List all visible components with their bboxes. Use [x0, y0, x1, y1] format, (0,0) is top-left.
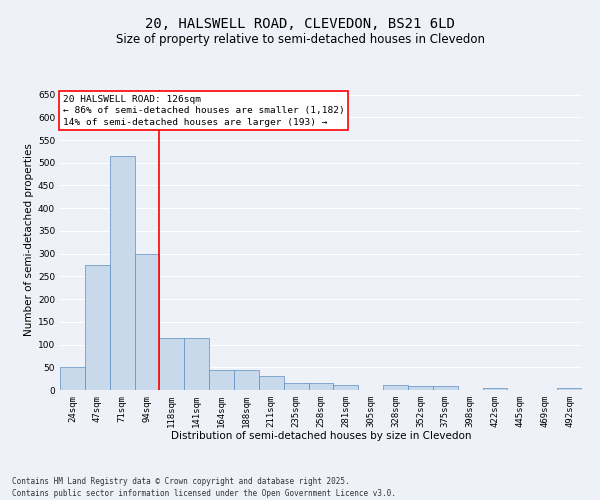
Bar [184, 338, 209, 390]
Y-axis label: Number of semi-detached properties: Number of semi-detached properties [24, 144, 34, 336]
Bar [482, 388, 508, 390]
Text: Size of property relative to semi-detached houses in Clevedon: Size of property relative to semi-detach… [115, 32, 485, 46]
Bar [209, 370, 234, 390]
Bar [234, 370, 259, 390]
Text: 20 HALSWELL ROAD: 126sqm
← 86% of semi-detached houses are smaller (1,182)
14% o: 20 HALSWELL ROAD: 126sqm ← 86% of semi-d… [62, 94, 344, 127]
Bar [160, 338, 184, 390]
Bar [60, 368, 85, 390]
Bar [134, 254, 160, 390]
Bar [334, 384, 358, 390]
Bar [383, 386, 408, 390]
Text: Contains HM Land Registry data © Crown copyright and database right 2025.
Contai: Contains HM Land Registry data © Crown c… [12, 476, 396, 498]
Bar [408, 386, 433, 390]
Bar [259, 376, 284, 390]
Bar [557, 388, 582, 390]
Text: 20, HALSWELL ROAD, CLEVEDON, BS21 6LD: 20, HALSWELL ROAD, CLEVEDON, BS21 6LD [145, 18, 455, 32]
Bar [284, 383, 308, 390]
Bar [308, 383, 334, 390]
Bar [110, 156, 134, 390]
Bar [433, 386, 458, 390]
Bar [85, 265, 110, 390]
X-axis label: Distribution of semi-detached houses by size in Clevedon: Distribution of semi-detached houses by … [171, 432, 471, 442]
